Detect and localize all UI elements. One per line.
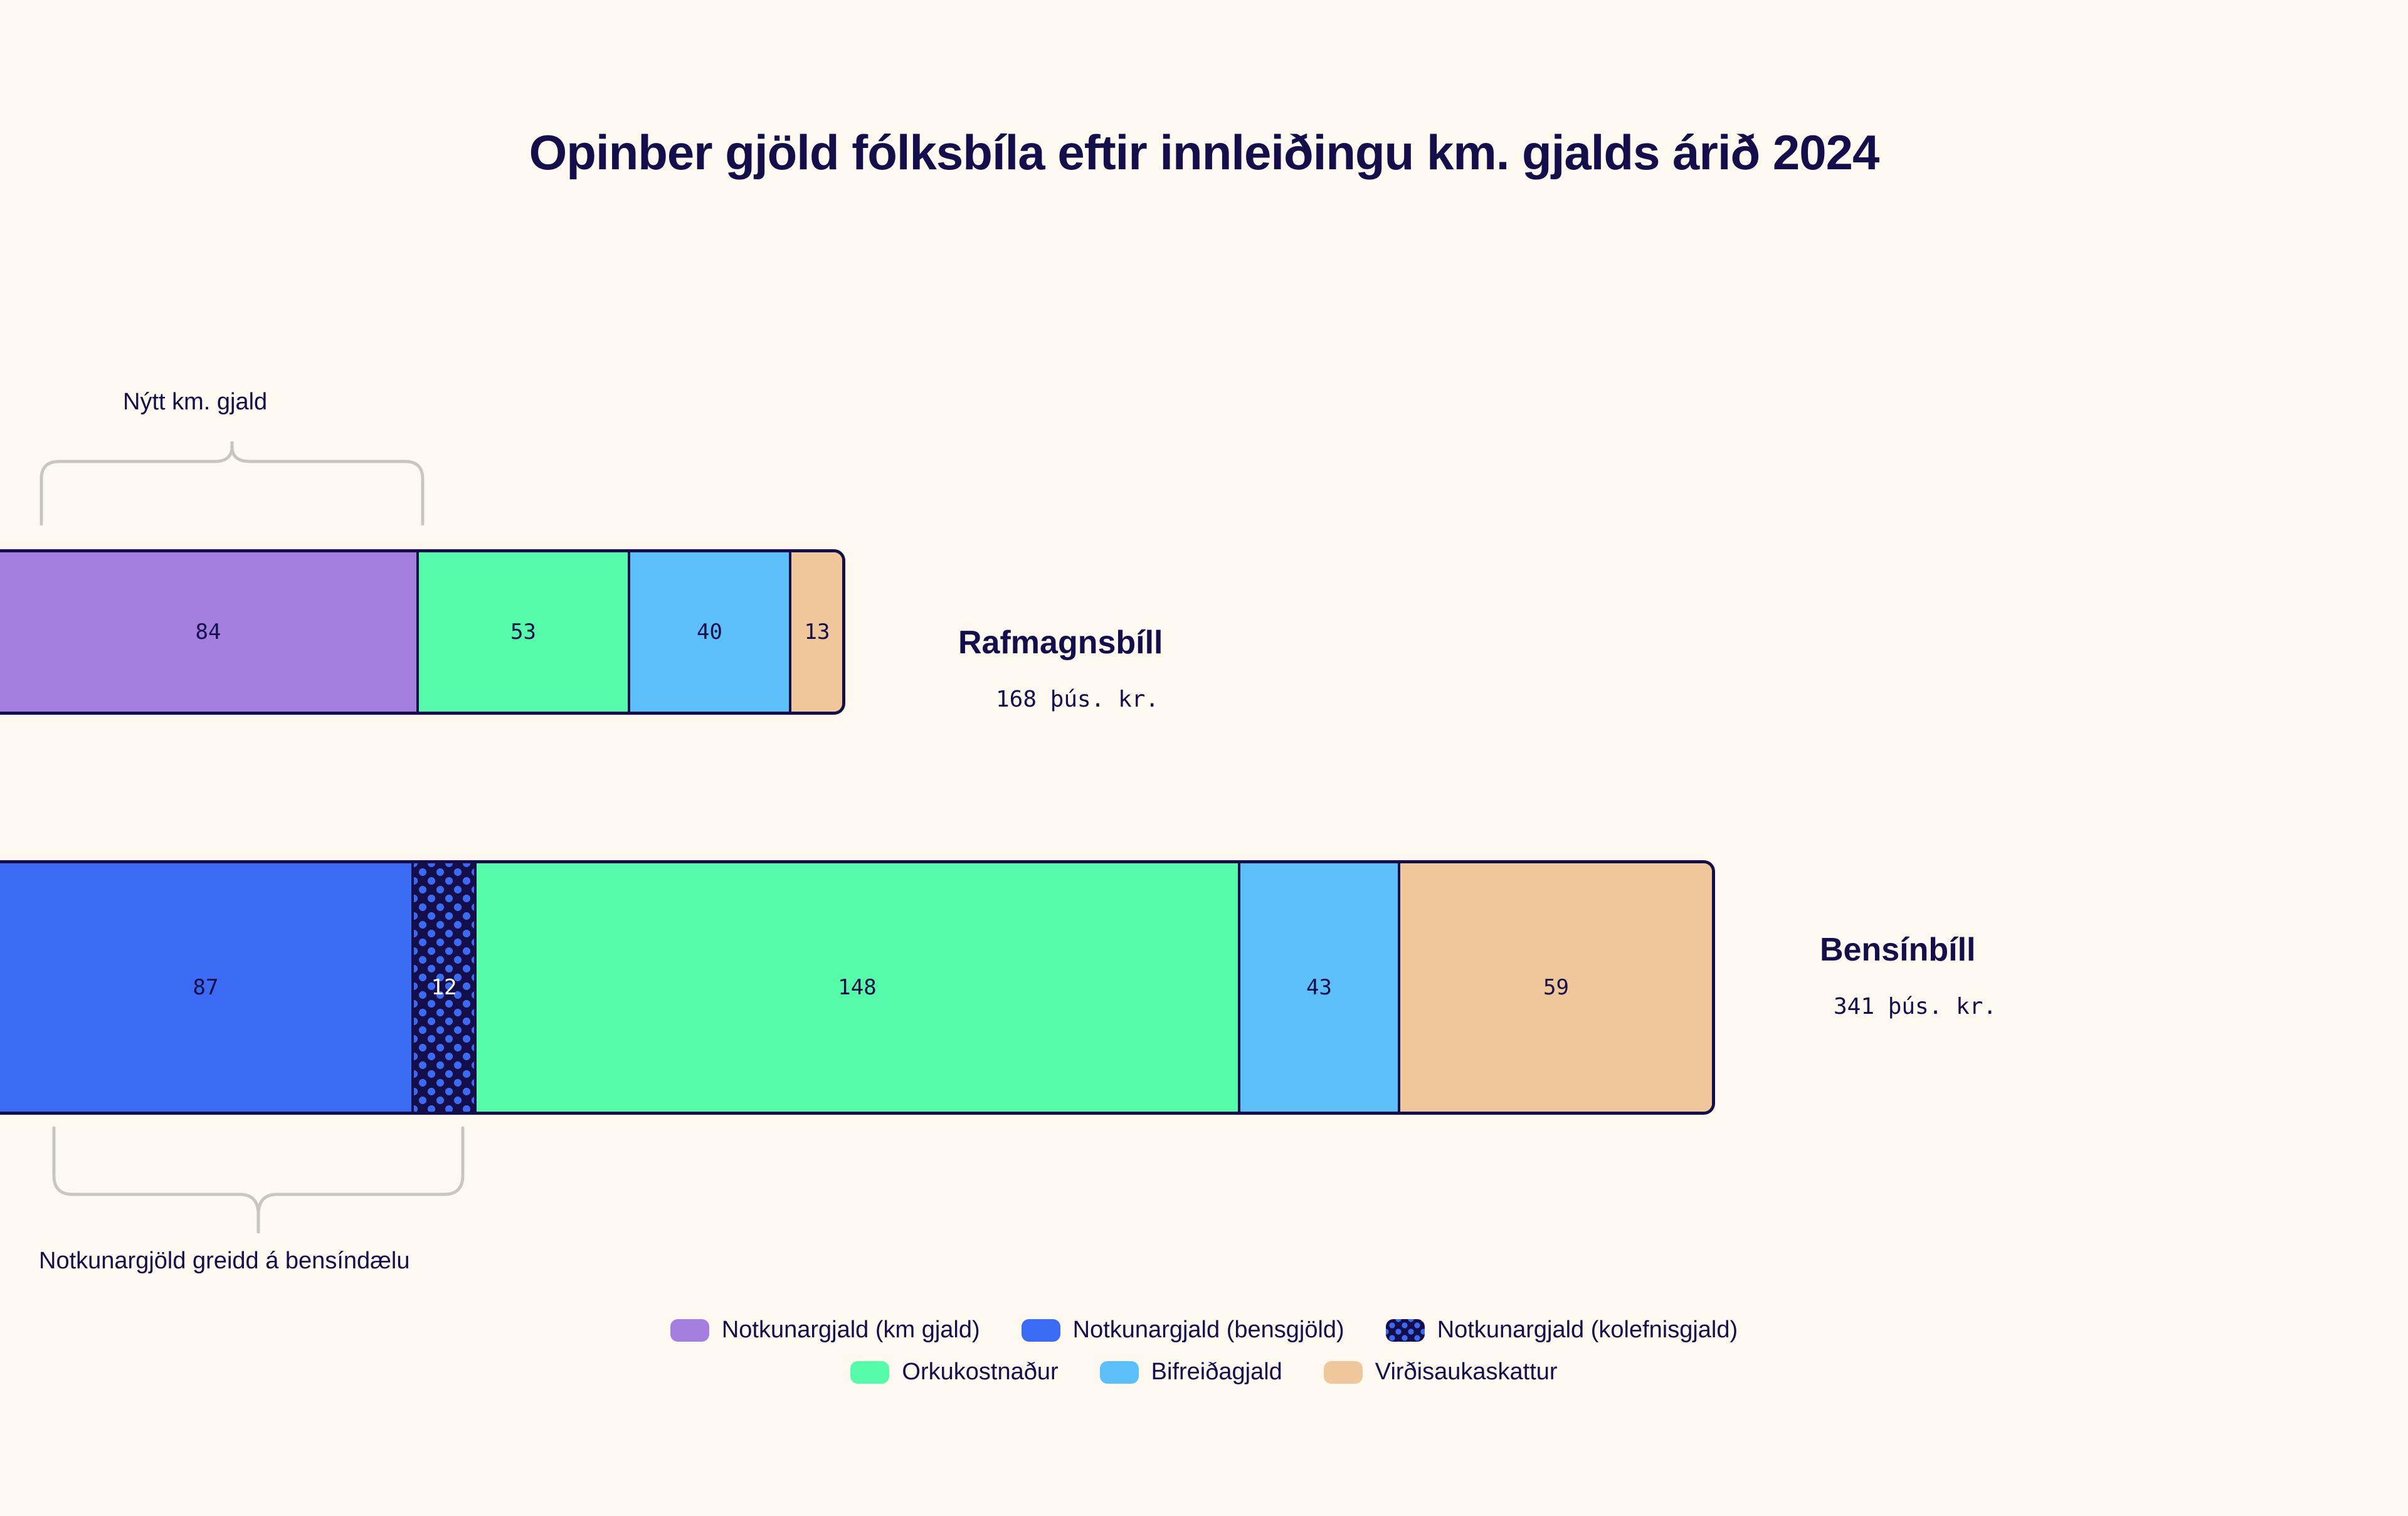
legend-item-km-gjald[interactable]: Notkunargjald (km gjald) [670,1317,980,1344]
bar-category-name: Rafmagnsbíll [958,624,1163,661]
stacked-bar-rafmagnsbill: 84 53 40 13 [0,549,845,715]
segment-value: 40 [697,619,722,645]
chart-legend: Notkunargjald (km gjald) Notkunargjald (… [0,1317,2408,1386]
bar-segment-bifreidagjald[interactable]: 43 [1240,863,1400,1112]
bar-segment-orkukostnadur[interactable]: 53 [419,552,630,712]
legend-swatch-icon [1021,1319,1060,1342]
segment-value: 59 [1543,975,1569,1000]
bar-row-rafmagnsbill: 84 53 40 13 [0,549,845,715]
chart-title: Opinber gjöld fólksbíla eftir innleiðing… [529,125,1880,180]
legend-item-virdisaukaskattur[interactable]: Virðisaukaskattur [1323,1359,1558,1386]
brace-bottom-icon [52,1126,465,1233]
legend-item-label: Notkunargjald (km gjald) [721,1317,980,1343]
annotation-label-notkunargjold-bensindaelu: Notkunargjöld greidd á bensíndælu [39,1248,410,1274]
bar-total-value: 341 þús. kr. [1834,994,1997,1019]
segment-value: 148 [838,975,877,1000]
bar-segment-km-gjald[interactable]: 84 [0,552,419,712]
bar-category-name: Bensínbíll [1820,932,1976,968]
legend-item-label: Bifreiðagjald [1151,1359,1282,1385]
bar-segment-kolefnisgjald[interactable]: 12 [414,863,477,1112]
segment-value: 53 [510,619,536,645]
bar-label-group-bensinbill: Bensínbíll 341 þús. kr. [1820,931,1997,1019]
legend-item-bifreidagjald[interactable]: Bifreiðagjald [1099,1359,1282,1386]
legend-swatch-icon [670,1319,709,1342]
legend-swatch-icon [1323,1361,1363,1384]
segment-value: 13 [804,619,830,645]
stacked-bar-bensinbill: 87 12 148 43 59 [0,860,1715,1115]
legend-item-orkukostnadur[interactable]: Orkukostnaður [850,1359,1059,1386]
legend-item-label: Notkunargjald (kolefnisgjald) [1437,1317,1738,1343]
bar-segment-bensgjold[interactable]: 87 [0,863,414,1112]
legend-swatch-icon [1099,1361,1139,1384]
legend-row-1: Notkunargjald (km gjald) Notkunargjald (… [670,1317,1738,1344]
segment-value: 84 [195,619,221,645]
legend-row-2: Orkukostnaður Bifreiðagjald Virðisaukask… [850,1359,1558,1386]
bar-segment-orkukostnadur[interactable]: 148 [477,863,1240,1112]
legend-item-label: Virðisaukaskattur [1375,1359,1558,1385]
annotation-label-nytt-km-gjald: Nýtt km. gjald [123,389,268,415]
bar-label-group-rafmagnsbill: Rafmagnsbíll 168 þús. kr. [958,624,1163,712]
bar-segment-virdisaukaskattur[interactable]: 13 [791,552,842,712]
segment-value: 12 [431,975,457,1000]
brace-top-icon [40,441,425,526]
legend-item-label: Orkukostnaður [902,1359,1059,1385]
bar-segment-bifreidagjald[interactable]: 40 [630,552,791,712]
legend-item-label: Notkunargjald (bensgjöld) [1072,1317,1344,1343]
bar-total-value: 168 þús. kr. [996,687,1159,712]
segment-value: 43 [1306,975,1332,1000]
segment-value: 87 [193,975,219,1000]
legend-item-bensgjold[interactable]: Notkunargjald (bensgjöld) [1021,1317,1344,1344]
legend-item-kolefnisgjald[interactable]: Notkunargjald (kolefnisgjald) [1385,1317,1738,1344]
bar-segment-virdisaukaskattur[interactable]: 59 [1400,863,1712,1112]
bar-row-bensinbill: 87 12 148 43 59 [0,860,1715,1115]
legend-swatch-icon [850,1361,890,1384]
legend-swatch-icon [1385,1319,1425,1342]
